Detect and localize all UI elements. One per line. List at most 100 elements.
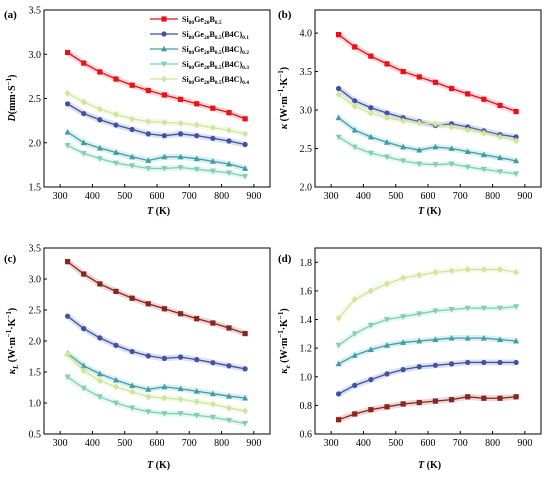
legend-label-sub4: 0.3 [242,65,249,71]
panel-a-xlabel-unit: (K) [153,206,170,217]
data-point [161,355,168,361]
panel-b-xlabel: T (K) [418,206,441,217]
series-line [338,34,517,113]
data-point [96,105,103,113]
data-point [465,91,471,97]
data-point [480,334,487,341]
data-point [416,337,423,344]
data-point [161,394,168,402]
x-tick-label: 400 [85,191,100,202]
data-point [96,370,103,377]
legend-label-base: Si [182,75,189,84]
data-point [145,386,152,392]
legend-label-sub1: 80 [189,80,195,86]
data-point [129,153,136,160]
data-point [448,361,455,367]
x-tick-label: 300 [53,438,68,449]
legend-label-sub3: 0.5 [215,50,222,56]
data-point [465,394,471,400]
panel-c-ylabel-sym: κ [7,368,18,374]
y-tick-label: 3.0 [29,50,42,61]
data-point [64,259,71,265]
y-tick-label: 1.4 [300,315,313,326]
data-point [226,138,232,144]
data-point [383,154,390,161]
data-point [242,330,248,337]
data-point [242,394,249,401]
x-tick-label: 900 [246,438,261,449]
data-point [352,98,358,104]
x-tick-label: 300 [53,191,68,202]
data-point [112,160,119,167]
data-point [177,385,184,392]
data-point [497,395,503,401]
panel-c-ylabel-sup2: −1 [5,311,13,319]
data-point [177,96,184,102]
data-point [225,126,232,134]
x-tick-label: 900 [517,191,532,202]
series-line [67,92,246,135]
data-point [112,400,119,407]
data-point [335,360,342,367]
data-point [194,316,200,322]
data-point [177,153,184,160]
x-tick-label: 500 [117,438,132,449]
legend-label: Si80Ge20B0.5(B4C)0.4 [182,75,249,86]
data-point [513,394,519,400]
data-point [112,383,119,391]
data-point [432,308,439,315]
data-point [161,92,168,98]
legend-label: Si80Ge20B0.5 [182,15,222,26]
data-point [97,69,103,75]
data-point [352,382,358,388]
data-point [177,354,184,360]
x-tick-label: 700 [182,191,197,202]
x-tick-label: 400 [356,438,371,449]
data-point [210,135,216,141]
y-tick-label: 1.6 [300,286,313,297]
y-tick-label: 4.0 [300,29,313,40]
data-point [64,101,71,107]
panel-b-ylabel-mid: ·K [279,77,290,88]
data-point [113,122,119,128]
x-tick-label: 500 [117,191,132,202]
data-point [242,407,249,415]
data-point [80,385,87,392]
data-point [448,334,455,341]
data-point [129,82,135,88]
x-tick-label: 600 [421,438,436,449]
data-point [129,405,136,412]
legend-marker [161,75,167,83]
data-point [225,392,232,399]
data-point [352,411,358,417]
data-point [383,139,390,145]
data-point [129,163,136,169]
legend-label-mid: Ge [194,15,204,24]
y-tick-label: 1.0 [29,399,42,410]
legend-label-base: Si [182,15,189,24]
data-point [161,166,168,172]
data-point [129,388,136,396]
data-point [496,305,503,312]
panel-c-ylabel-mid: ·K [7,318,18,329]
y-tick-label: 3.5 [300,67,313,78]
data-point [335,32,342,38]
panel-c-ylabel-unit: (W·m [7,337,18,365]
x-tick-label: 800 [485,191,500,202]
panel-b-ylabel-close: ) [279,67,290,70]
data-point [335,91,342,99]
x-tick-label: 700 [182,438,197,449]
series-halo [336,32,518,115]
legend-label: Si80Ge20B0.5(B4C)0.1 [182,30,249,41]
panel-a-ylabel-sup: −1 [5,77,13,85]
data-point [129,348,135,355]
data-point [496,154,503,161]
data-point [351,296,358,303]
legend-label: Si80Ge20B0.5(B4C)0.3 [182,60,249,71]
data-point [481,96,487,102]
series-line [338,306,517,346]
data-point [464,266,471,273]
data-point [480,151,487,158]
x-tick-label: 700 [453,191,468,202]
data-point [351,126,358,133]
